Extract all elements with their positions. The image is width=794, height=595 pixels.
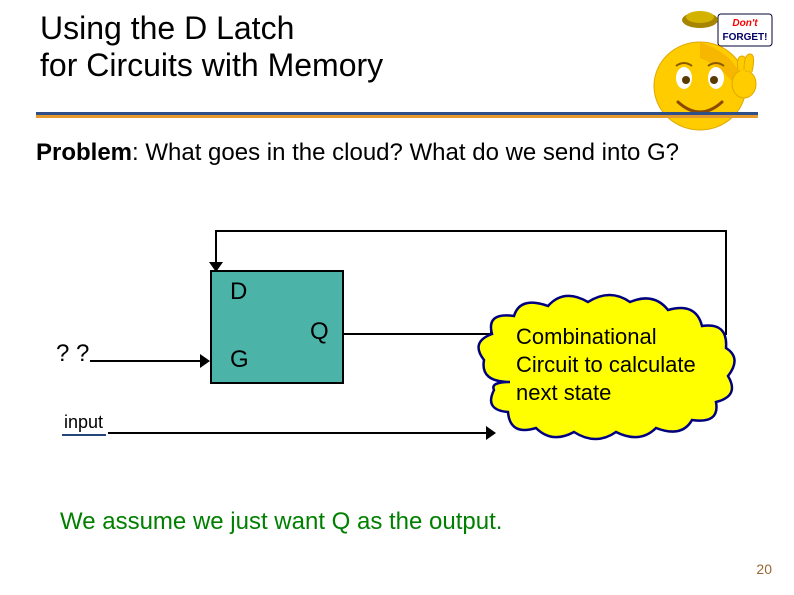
input-label: input — [64, 412, 103, 433]
underline-orange — [36, 115, 758, 118]
latch-q-label: Q — [310, 318, 329, 346]
latch-g-label: G — [230, 346, 249, 374]
cloud-text-3: next state — [516, 380, 611, 405]
cloud-shape: Combinational Circuit to calculate next … — [470, 292, 740, 442]
cloud-text-1: Combinational — [516, 324, 657, 349]
footer-text: We assume we just want Q as the output. — [60, 508, 502, 536]
wire-feedback-top — [215, 230, 725, 232]
wire-input-to-cloud — [108, 432, 488, 434]
title-line2: for Circuits with Memory — [40, 47, 383, 83]
question-marks-label: ? ? — [56, 340, 89, 368]
latch-d-label: D — [230, 278, 247, 306]
cloud-text-2: Circuit to calculate — [516, 352, 696, 377]
title-line1: Using the D Latch — [40, 10, 294, 46]
slide-title: Using the D Latch for Circuits with Memo… — [40, 10, 383, 84]
arrowhead-into-g — [200, 354, 210, 368]
wire-into-g — [90, 360, 202, 362]
problem-body: : What goes in the cloud? What do we sen… — [132, 139, 679, 166]
title-underline — [36, 112, 758, 122]
page-number: 20 — [756, 561, 772, 577]
svg-text:Don't: Don't — [732, 18, 758, 29]
input-underline — [62, 434, 106, 436]
svg-text:FORGET!: FORGET! — [723, 32, 768, 43]
problem-text: Problem: What goes in the cloud? What do… — [36, 138, 756, 169]
problem-label: Problem — [36, 139, 132, 166]
slide-root: Using the D Latch for Circuits with Memo… — [0, 0, 794, 595]
